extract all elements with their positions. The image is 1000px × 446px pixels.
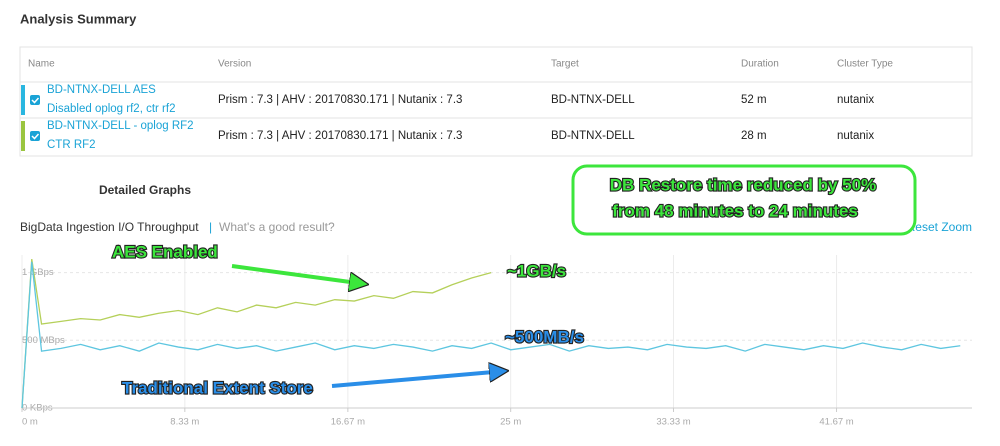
row-cluster-type: nutanix xyxy=(837,94,874,106)
help-link[interactable]: What's a good result? xyxy=(219,220,335,234)
series-line xyxy=(21,261,961,409)
chart: 0 m 8.33 m 16.67 m 25 m 33.33 m 41.67 m0 KBps… xyxy=(21,255,972,428)
row-color xyxy=(21,85,25,115)
traditional-arrow xyxy=(331,371,505,388)
y-tick-label: 500 MBps xyxy=(22,335,65,346)
row-target: BD-NTNX-DELL xyxy=(551,94,635,106)
callout-box xyxy=(571,164,917,236)
column-header: Cluster Type xyxy=(837,59,893,70)
row-checkbox[interactable] xyxy=(30,131,40,141)
check-mark xyxy=(31,97,40,104)
row-target: BD-NTNX-DELL xyxy=(551,130,635,142)
row-version: Prism : 7.3 | AHV : 20170830.171 | Nutan… xyxy=(218,94,462,106)
chart-title: BigData Ingestion I/O Throughput xyxy=(20,220,199,234)
traditional-label: Traditional Extent Store xyxy=(122,378,313,397)
callout-line: from 48 minutes to 24 minutes xyxy=(612,201,858,220)
column-header: Duration xyxy=(741,59,779,70)
check-mark xyxy=(31,133,40,140)
x-tick-label: 16.67 m xyxy=(331,417,365,428)
column-header: Target xyxy=(551,59,579,70)
x-tick-label: 33.33 m xyxy=(656,417,690,428)
reset-zoom[interactable]: Reset Zoom xyxy=(907,220,972,234)
row-checkbox[interactable] xyxy=(30,95,40,105)
aes-rate: ~1GB/s xyxy=(507,261,566,280)
x-tick-label: 8.33 m xyxy=(170,417,199,428)
row-cluster-type: nutanix xyxy=(837,130,874,142)
row-duration: 52 m xyxy=(741,94,767,106)
column-header: Name xyxy=(28,59,55,70)
page-title: Analysis Summary xyxy=(20,11,137,26)
row-duration: 28 m xyxy=(741,130,767,142)
row-name: BD-NTNX-DELL AES xyxy=(47,84,156,96)
separator: | xyxy=(209,220,212,234)
row-name: Disabled oplog rf2, ctr rf2 xyxy=(47,103,175,115)
section-title: Detailed Graphs xyxy=(99,183,191,197)
aes-label: AES Enabled xyxy=(112,242,218,261)
column-header: Version xyxy=(218,59,251,70)
aes-arrow xyxy=(231,264,365,284)
y-tick-label: 1 GBps xyxy=(22,267,54,278)
x-tick-label: 25 m xyxy=(500,417,521,428)
callout-line: DB Restore time reduced by 50% xyxy=(610,175,876,194)
traditional-rate: ~500MB/s xyxy=(505,327,584,346)
x-tick-label: 0 m xyxy=(22,417,38,428)
series-line xyxy=(21,258,492,409)
row-version: Prism : 7.3 | AHV : 20170830.171 | Nutan… xyxy=(218,130,462,142)
row-name: BD-NTNX-DELL - oplog RF2 xyxy=(47,120,194,132)
row-name: CTR RF2 xyxy=(47,139,96,151)
row-color xyxy=(21,121,25,151)
table-frame xyxy=(19,46,973,157)
x-tick-label: 41.67 m xyxy=(819,417,853,428)
